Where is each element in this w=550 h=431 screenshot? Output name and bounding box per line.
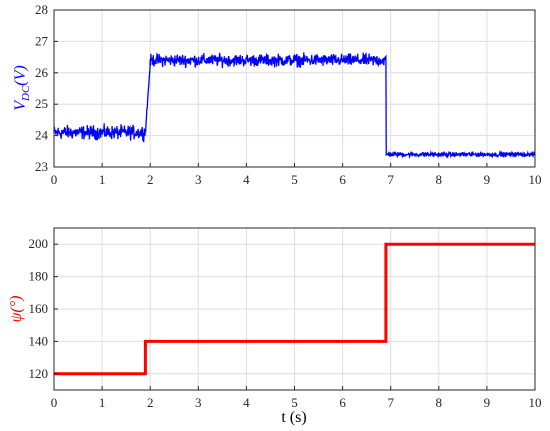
top-ylabel: VDC(V): [12, 65, 32, 111]
bottom-chart: 0 1 2 3 4 5 6 7 8 9 10 120 140 160 180 200 ψ(°) t (s): [8, 227, 542, 426]
bottom-xtick-label: 2: [147, 395, 154, 410]
bottom-yticks: 120 140 160 180 200: [29, 236, 58, 381]
top-ytick-label: 27: [35, 33, 49, 48]
top-xtick-label: 3: [195, 172, 202, 187]
bottom-series-line: [54, 242, 535, 376]
bottom-ytick-label: 200: [29, 236, 49, 251]
top-ytick-label: 28: [35, 2, 48, 17]
bottom-xtick-label: 6: [339, 395, 346, 410]
top-xtick-label: 0: [51, 172, 58, 187]
bottom-xtick-label: 8: [436, 395, 443, 410]
top-yticks: 23 24 25 26 27 28: [35, 2, 58, 174]
bottom-ytick-label: 160: [29, 301, 49, 316]
top-series: [53, 52, 536, 160]
top-xtick-label: 1: [99, 172, 106, 187]
bottom-xtick-label: 3: [195, 395, 202, 410]
top-ytick-label: 25: [35, 96, 48, 111]
bottom-xtick-label: 9: [484, 395, 491, 410]
bottom-ytick-label: 120: [29, 366, 49, 381]
bottom-xlabel: t (s): [281, 409, 306, 426]
top-ytick-label: 24: [35, 128, 49, 143]
top-xtick-label: 10: [529, 172, 542, 187]
top-xtick-label: 9: [484, 172, 491, 187]
top-xtick-label: 2: [147, 172, 154, 187]
top-ytick-label: 26: [35, 65, 49, 80]
top-xtick-label: 5: [291, 172, 298, 187]
bottom-xticks: 0 1 2 3 4 5 6 7 8 9 10: [51, 386, 542, 410]
top-xtick-label: 8: [436, 172, 443, 187]
bottom-xtick-label: 1: [99, 395, 106, 410]
top-grid: [53, 9, 536, 168]
bottom-grid: [53, 228, 536, 390]
top-xtick-label: 7: [387, 172, 394, 187]
bottom-xtick-label: 10: [529, 395, 542, 410]
bottom-ytick-label: 180: [29, 269, 49, 284]
top-xtick-label: 6: [339, 172, 346, 187]
bottom-xtick-label: 5: [291, 395, 298, 410]
bottom-series: [54, 242, 535, 376]
bottom-ytick-label: 140: [29, 333, 49, 348]
bottom-xtick-label: 7: [387, 395, 394, 410]
top-xticks: 0 1 2 3 4 5 6 7 8 9 10: [51, 163, 542, 187]
bottom-ylabel: ψ(°): [8, 296, 25, 323]
top-xtick-label: 4: [243, 172, 250, 187]
top-series-line: [53, 52, 536, 160]
bottom-xtick-label: 0: [51, 395, 58, 410]
top-ytick-label: 23: [35, 159, 48, 174]
bottom-xtick-label: 4: [243, 395, 250, 410]
